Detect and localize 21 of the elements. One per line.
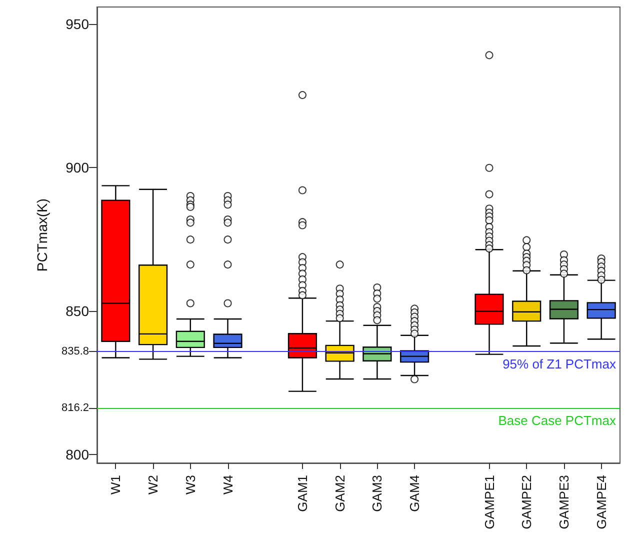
- x-tick-label: GAM1: [294, 475, 310, 512]
- x-tick-label: GAM2: [332, 475, 348, 512]
- x-tick-label: GAM4: [407, 475, 422, 512]
- y-tick-label: 816.2: [61, 402, 89, 414]
- x-tick-label: GAMPE1: [482, 475, 497, 530]
- y-tick-label: 850: [66, 303, 90, 319]
- y-tick-label: 835.8: [61, 346, 89, 358]
- x-tick-label: W1: [108, 475, 124, 494]
- x-tick-label: GAMPE4: [594, 475, 609, 530]
- ref-line-label: 95% of Z1 PCTmax: [502, 356, 616, 372]
- ref-line-label: Base Case PCTmax: [498, 412, 616, 428]
- y-tick-label: 800: [66, 446, 90, 462]
- y-tick-label: 950: [66, 16, 90, 32]
- x-tick-label: W4: [220, 475, 236, 494]
- x-tick-label: W3: [182, 475, 198, 494]
- x-tick-label: GAM3: [370, 475, 385, 512]
- y-tick-label: 900: [66, 160, 90, 176]
- x-tick-label: GAMPE3: [556, 475, 572, 530]
- y-axis-title: PCTmax(K): [34, 198, 50, 272]
- x-tick-label: GAMPE2: [519, 475, 534, 530]
- x-tick-label: W2: [146, 475, 161, 494]
